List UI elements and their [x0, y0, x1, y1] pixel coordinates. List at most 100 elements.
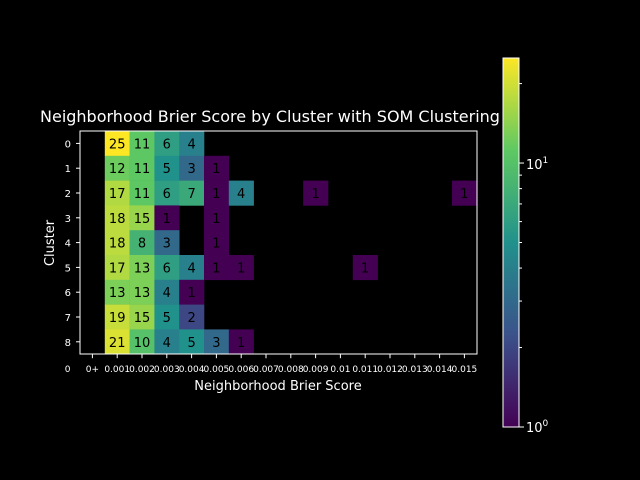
cell-value-label: 6	[163, 187, 171, 202]
cell-value-label: 11	[134, 162, 151, 177]
heatmap-cell	[204, 180, 230, 206]
x-tick-label: 0.004	[179, 365, 205, 375]
cell-value-label: 3	[163, 237, 171, 252]
heatmap-cell	[129, 230, 155, 256]
heatmap-cell	[154, 255, 180, 281]
heatmap-cell	[154, 205, 180, 231]
x-tick-label: 0.015	[452, 365, 478, 375]
heatmap-cell	[179, 131, 205, 157]
heatmap-cell	[179, 304, 205, 330]
chart-title: Neighborhood Brier Score by Cluster with…	[40, 107, 500, 126]
heatmap-cell	[129, 180, 155, 206]
cell-value-label: 1	[361, 261, 369, 276]
heatmap-cell	[352, 255, 378, 281]
heatmap-cell	[129, 255, 155, 281]
x-tick-label: 0	[65, 365, 71, 375]
cell-value-label: 13	[134, 261, 151, 276]
x-axis: 0 0+ 0.001 0.002 0.003 0.004 0.005 0.006 0.007 0.…	[65, 354, 478, 375]
cell-value-label: 1	[237, 261, 245, 276]
y-tick-label: 4	[65, 239, 71, 250]
cell-value-label: 1	[212, 187, 220, 202]
cell-value-label: 3	[212, 336, 220, 351]
y-tick-label: 1	[65, 164, 71, 175]
cell-value-label: 1	[163, 212, 171, 227]
colorbar-gradient	[502, 57, 520, 428]
x-tick-label: 0.005	[204, 365, 230, 375]
y-tick-label: 3	[65, 214, 71, 225]
heatmap-cell	[104, 304, 130, 330]
x-tick-label: 0.002	[129, 365, 155, 375]
cell-value-label: 5	[163, 162, 171, 177]
cell-value-label: 10	[134, 336, 151, 351]
cell-value-label: 1	[212, 162, 220, 177]
heatmap-cell	[204, 155, 230, 181]
x-tick-label: 0.01	[330, 365, 350, 375]
x-tick-label: 0.003	[154, 365, 180, 375]
cell-value-label: 4	[237, 187, 245, 202]
heatmap-cell	[129, 155, 155, 181]
heatmap-cell	[104, 155, 130, 181]
y-tick-label: 8	[65, 338, 71, 349]
heatmap-cell	[303, 180, 329, 206]
x-tick-label: 0.006	[228, 365, 254, 375]
heatmap-cell	[228, 180, 254, 206]
x-tick-label: 0.013	[402, 365, 428, 375]
cell-value-label: 11	[134, 187, 151, 202]
cell-value-label: 3	[187, 162, 195, 177]
y-tick-label: 6	[65, 288, 71, 299]
heatmap-cell	[154, 279, 180, 305]
cell-value-label: 5	[187, 336, 195, 351]
cell-value-label: 7	[187, 187, 195, 202]
cell-value-label: 1	[212, 261, 220, 276]
x-tick-label: 0.008	[278, 365, 304, 375]
heatmap-cell	[204, 205, 230, 231]
heatmap-cell	[179, 180, 205, 206]
heatmap-cell	[179, 155, 205, 181]
cell-value-label: 19	[109, 311, 126, 326]
cell-value-label: 15	[134, 311, 151, 326]
heatmap-cell	[204, 329, 230, 355]
cell-value-label: 18	[109, 237, 126, 252]
cell-value-label: 1	[237, 336, 245, 351]
cell-value-label: 13	[134, 286, 151, 301]
heatmap-cell	[452, 180, 478, 206]
heatmap-cell	[179, 329, 205, 355]
heatmap-cell	[129, 279, 155, 305]
cell-value-label: 4	[187, 261, 195, 276]
cell-value-label: 1	[212, 212, 220, 227]
cell-value-label: 4	[163, 336, 171, 351]
cell-value-label: 18	[109, 212, 126, 227]
cell-value-label: 12	[109, 162, 126, 177]
heatmap-cell	[129, 131, 155, 157]
x-axis-label: Neighborhood Brier Score	[194, 379, 361, 394]
heatmap-cell	[154, 230, 180, 256]
heatmap-cell	[204, 230, 230, 256]
cell-value-label: 17	[109, 187, 126, 202]
cell-value-label: 13	[109, 286, 126, 301]
heatmap-cell	[228, 255, 254, 281]
cell-value-label: 1	[460, 187, 468, 202]
heatmap-cell	[179, 279, 205, 305]
cell-value-label: 2	[187, 311, 195, 326]
cell-value-label: 4	[187, 137, 195, 152]
x-tick-label: 0.014	[427, 365, 453, 375]
cell-value-label: 11	[134, 137, 151, 152]
x-tick-label: 0.011	[352, 365, 378, 375]
cell-value-label: 6	[163, 137, 171, 152]
heatmap-cell	[154, 329, 180, 355]
heatmap-cell	[104, 329, 130, 355]
colorbar-ticks	[519, 83, 524, 428]
heatmap-cell	[104, 255, 130, 281]
heatmap-cells: 25 11 6 412 11 5 3 117 11 6 7 1 4 1 118 15 1 118 8 3 117 13 6 4…	[104, 131, 478, 355]
x-tick-label: 0.009	[303, 365, 329, 375]
y-tick-label: 7	[65, 313, 71, 324]
cell-value-label: 21	[109, 336, 126, 351]
cell-value-label: 5	[163, 311, 171, 326]
heatmap-cell	[154, 304, 180, 330]
cell-value-label: 17	[109, 261, 126, 276]
cell-value-label: 6	[163, 261, 171, 276]
cell-value-label: 25	[109, 137, 126, 152]
x-tick-label: 0.012	[377, 365, 403, 375]
y-axis: 0 1 2 3 4 5 6 7 8	[65, 139, 80, 349]
